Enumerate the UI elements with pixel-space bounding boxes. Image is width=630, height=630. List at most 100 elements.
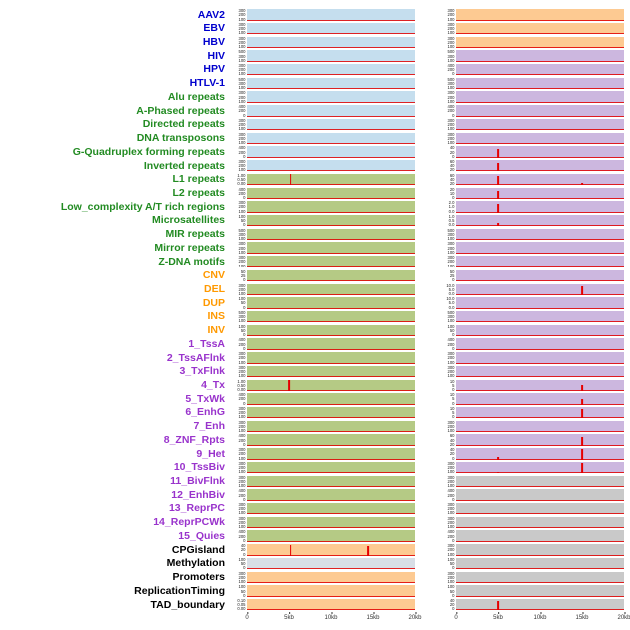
feature-row: Promoters 300 200 100 300 200 100: [0, 570, 630, 584]
right-y-ticks: 1.0 0.5 0.0: [439, 215, 456, 226]
x-tick-label: 15kb: [366, 611, 380, 621]
left-y-ticks: 400 200 0: [230, 530, 247, 541]
y-tick-label: 100: [238, 214, 246, 219]
left-y-ticks: 300 200 100: [230, 476, 247, 487]
y-tick-label: 50: [449, 561, 455, 567]
y-tick-label: 0: [243, 345, 246, 350]
feature-row: EBV 300 200 100 300 200 100: [0, 22, 630, 36]
y-tick-label: 400: [238, 105, 246, 110]
y-tick-label: 0: [243, 153, 246, 158]
y-tick-label: 0.05: [237, 602, 246, 608]
density-spike: [289, 545, 292, 556]
y-tick-label: 300: [447, 544, 455, 549]
right-y-ticks: 300 200 100: [439, 572, 456, 583]
y-tick-label: 0: [243, 332, 246, 337]
y-tick-label: 50: [449, 327, 455, 333]
left-y-ticks: 300 200 100: [230, 201, 247, 212]
y-tick-label: 0.0: [448, 222, 455, 227]
y-tick-label: 0: [452, 345, 455, 350]
right-panel: [456, 9, 624, 21]
feature-row: G-Quadruplex forming repeats 400 200 0 40 2…: [0, 145, 630, 159]
y-tick-label: 300: [238, 80, 246, 86]
y-tick-label: 100: [238, 71, 246, 76]
y-tick-label: 0: [452, 386, 455, 391]
y-tick-label: 0: [452, 592, 455, 597]
y-tick-label: 200: [447, 67, 455, 73]
right-y-ticks: 60 40 20: [439, 174, 456, 185]
feature-row: 11_BivFlnk 300 200 100 300 200 100: [0, 474, 630, 488]
row-label: DNA transposons: [136, 132, 225, 145]
right-y-ticks: 300 200 100: [439, 37, 456, 48]
y-tick-label: 100: [238, 167, 246, 172]
y-tick-label: 200: [238, 163, 246, 169]
y-tick-label: 50: [240, 588, 246, 594]
y-tick-label: 300: [447, 53, 455, 59]
feature-row: TAD_boundary 0.10 0.05 0.00 40 20 0: [0, 598, 630, 612]
left-y-ticks: 300 200 100: [230, 37, 247, 48]
left-y-ticks: 300 200 100: [230, 421, 247, 432]
density-spike: [497, 222, 499, 227]
y-tick-label: 200: [238, 94, 246, 100]
left-y-ticks: 100 50 0: [230, 215, 247, 226]
y-tick-label: 0.0: [448, 304, 455, 309]
feature-row: Methylation 100 50 0 100 50 0: [0, 557, 630, 571]
right-y-ticks: 500 300 100: [439, 311, 456, 322]
y-tick-label: 200: [238, 478, 246, 484]
feature-row: CNV 50 25 0 50 25 0: [0, 269, 630, 283]
left-panel: [247, 352, 415, 364]
y-tick-label: 0.5: [448, 218, 455, 224]
y-tick-label: 0: [243, 551, 246, 556]
y-tick-label: 300: [447, 365, 455, 370]
density-spike: [581, 408, 583, 419]
y-tick-label: 1.0: [448, 204, 455, 210]
left-panel: [247, 201, 415, 214]
y-tick-label: 300: [238, 420, 246, 425]
left-y-ticks: 300 200 100: [230, 503, 247, 514]
y-tick-label: 300: [238, 365, 246, 370]
y-tick-label: 10: [449, 407, 455, 411]
density-spike: [497, 190, 499, 199]
y-tick-label: 500: [238, 77, 246, 82]
right-panel: [456, 530, 624, 543]
feature-row: Microsatellites 100 50 0 1.0 0.5 0.0: [0, 214, 630, 228]
left-panel: [247, 50, 415, 63]
y-tick-label: 300: [447, 571, 455, 576]
y-tick-label: 100: [447, 57, 455, 62]
left-panel: [247, 338, 415, 351]
feature-row: HBV 300 200 100 300 200 100: [0, 35, 630, 49]
y-tick-label: 50: [240, 561, 246, 567]
row-label: 2_TssAFlnk: [166, 351, 225, 364]
y-tick-label: 100: [238, 44, 246, 48]
right-y-ticks: 400 200 0: [439, 64, 456, 75]
y-tick-label: 100: [238, 557, 246, 562]
y-tick-label: 5: [452, 410, 455, 416]
y-tick-label: 100: [447, 428, 455, 433]
feature-row: HPV 300 200 100 400 200 0: [0, 63, 630, 77]
y-tick-label: 5.0: [448, 286, 455, 292]
y-tick-label: 0: [243, 400, 246, 405]
right-y-ticks: 40 20 0: [439, 599, 456, 610]
y-tick-label: 100: [238, 579, 246, 584]
left-y-ticks: 500 300 100: [230, 78, 247, 89]
left-y-ticks: 300 200 100: [230, 366, 247, 377]
right-y-ticks: 300 200 100: [439, 256, 456, 267]
left-panel: [247, 22, 415, 35]
right-panel: [456, 64, 624, 76]
right-y-ticks: 100 50 0: [439, 585, 456, 596]
y-tick-label: 300: [447, 80, 455, 86]
y-tick-label: 200: [238, 26, 246, 32]
density-spike: [367, 545, 369, 556]
y-tick-label: 200: [447, 355, 455, 361]
feature-row: 4_Tx 1.00 0.50 0.00 10 5 0: [0, 378, 630, 392]
y-tick-label: 300: [447, 91, 455, 96]
left-y-ticks: 300 200 100: [230, 64, 247, 75]
y-tick-label: 0: [243, 304, 246, 309]
y-tick-label: 300: [447, 242, 455, 247]
left-y-ticks: 400 200 0: [230, 146, 247, 157]
left-panel: [247, 36, 415, 49]
y-tick-label: 300: [238, 9, 246, 14]
row-label: Low_complexity A/T rich regions: [60, 200, 225, 213]
y-tick-label: 300: [447, 516, 455, 521]
left-panel: [247, 407, 415, 419]
row-label: CPGisland: [171, 543, 225, 556]
